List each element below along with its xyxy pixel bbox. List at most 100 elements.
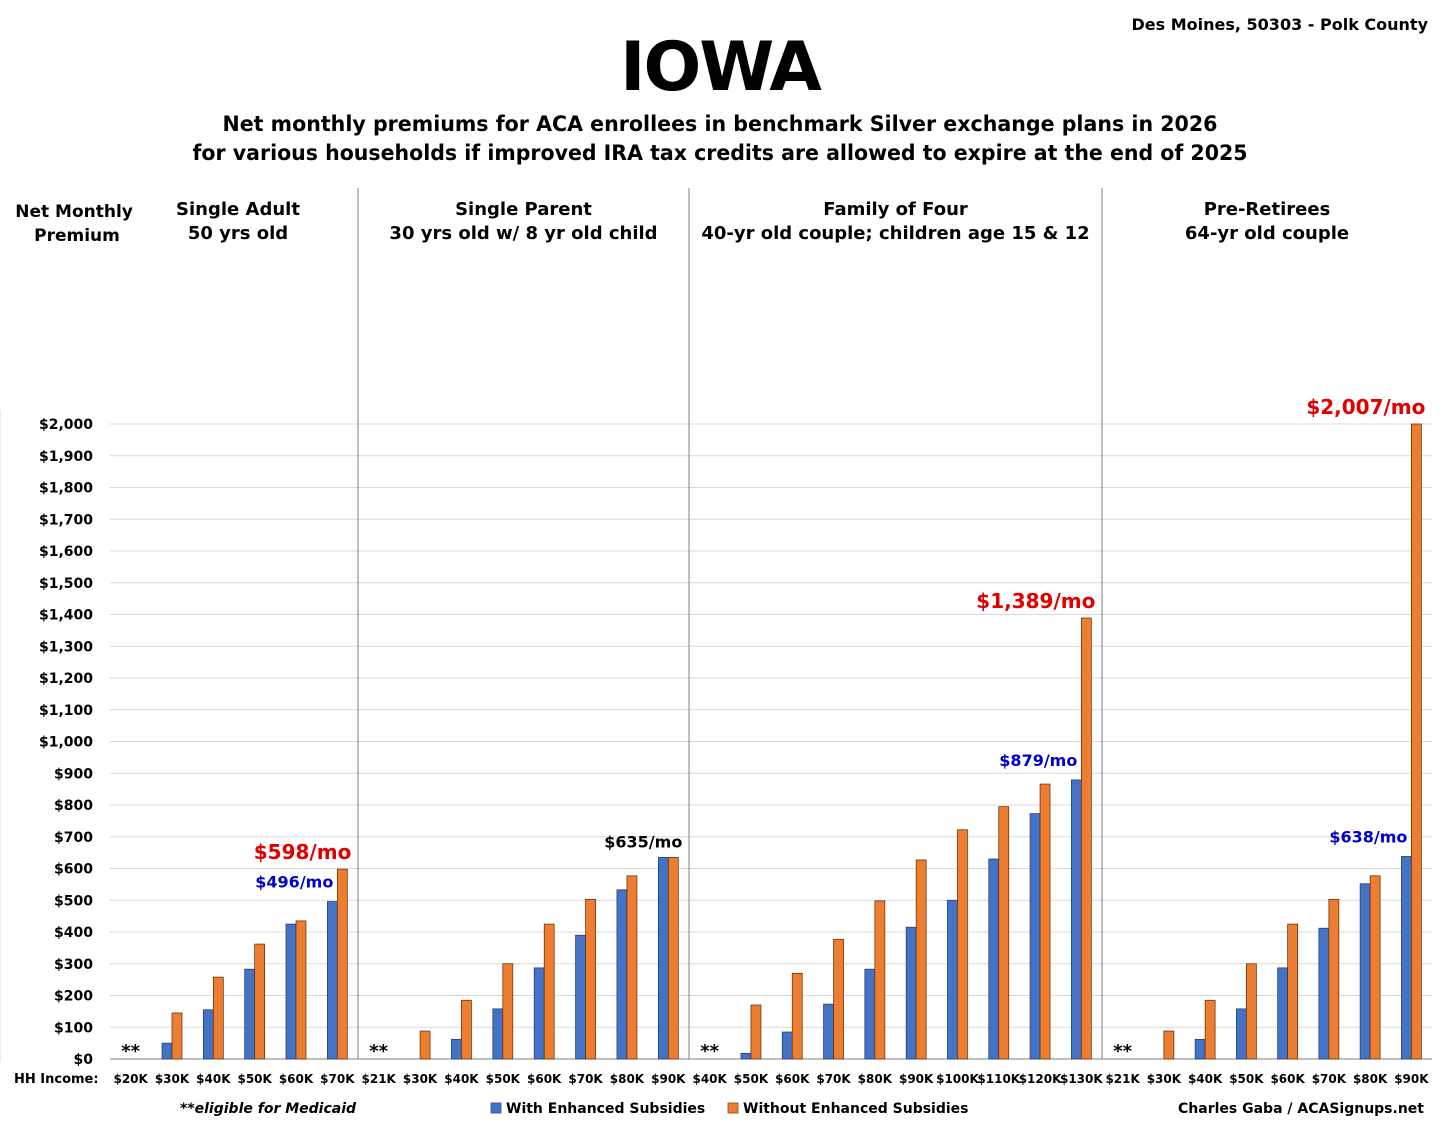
bar-with-subsidies bbox=[988, 858, 1000, 1060]
y-tick-label: $400 bbox=[54, 925, 93, 941]
medicaid-marker: ** bbox=[121, 1041, 140, 1062]
bar-without-subsidies bbox=[1287, 923, 1298, 1060]
y-tick-label: $1,700 bbox=[39, 512, 93, 528]
y-axis-title: Net Monthly Premium bbox=[15, 202, 139, 246]
legend-swatch-with bbox=[490, 1102, 502, 1114]
bar-without-subsidies bbox=[1369, 875, 1381, 1060]
bar-without-subsidies bbox=[336, 868, 348, 1060]
bar-without-subsidies bbox=[461, 999, 472, 1060]
labels: $0 $100 $200 $300 $400 $500 $600 $700 $800 $900 $1… bbox=[39, 199, 1429, 1086]
bar-without-subsidies bbox=[998, 806, 1010, 1060]
x-tick-label: $20K bbox=[113, 1072, 148, 1086]
bar-without-subsidies bbox=[1204, 999, 1216, 1060]
y-tick-label: $200 bbox=[54, 989, 93, 1005]
bar-without-subsidies bbox=[791, 972, 803, 1060]
bar-with-subsidies bbox=[864, 968, 876, 1060]
bar-with-subsidies bbox=[1236, 1008, 1247, 1060]
x-tick-label: $110K bbox=[977, 1072, 1020, 1086]
bar-without-subsidies bbox=[295, 920, 307, 1060]
x-tick-label: $90K bbox=[899, 1072, 934, 1086]
bar-with-subsidies bbox=[740, 1052, 752, 1060]
bar-with-subsidies bbox=[905, 926, 917, 1060]
medicaid-note: **eligible for Medicaid bbox=[180, 1101, 357, 1117]
y-tick-label: $1,900 bbox=[39, 449, 93, 465]
group-title: Single Parent bbox=[455, 199, 592, 220]
x-tick-label: $80K bbox=[1353, 1072, 1388, 1086]
bar-without-subsidies bbox=[1039, 783, 1051, 1060]
bar-with-subsidies bbox=[1277, 967, 1288, 1060]
bar-with-subsidies bbox=[1194, 1038, 1206, 1060]
bar-with-subsidies bbox=[781, 1031, 793, 1060]
bar-without-subsidies bbox=[915, 859, 927, 1060]
legend-swatch-without bbox=[727, 1102, 739, 1114]
y-tick-label: $600 bbox=[54, 862, 93, 878]
bar-without-subsidies bbox=[171, 1012, 183, 1060]
x-tick-label: $30K bbox=[1147, 1072, 1182, 1086]
y-tick-label: $800 bbox=[54, 798, 93, 814]
y-tick-label: $1,000 bbox=[39, 735, 93, 751]
bar-with-subsidies bbox=[1318, 927, 1330, 1060]
x-tick-label: $130K bbox=[1060, 1072, 1103, 1086]
bar-with-subsidies bbox=[1029, 813, 1041, 1060]
medicaid-marker: ** bbox=[369, 1041, 388, 1062]
bar-without-subsidies bbox=[957, 829, 968, 1060]
x-tick-label: $30K bbox=[403, 1072, 438, 1086]
bar-value-label: $496/mo bbox=[255, 873, 333, 892]
bar-without-subsidies bbox=[543, 923, 555, 1060]
bar-without-subsidies bbox=[1080, 617, 1092, 1060]
y-tick-label: $1,500 bbox=[39, 576, 93, 592]
bar-value-label: $879/mo bbox=[999, 751, 1077, 770]
bar-without-subsidies bbox=[1246, 963, 1257, 1060]
bar-with-subsidies bbox=[202, 1009, 214, 1060]
gridlines bbox=[0, 410, 1432, 1062]
bar-without-subsidies bbox=[750, 1004, 762, 1060]
bar-without-subsidies bbox=[874, 900, 886, 1060]
bar-with-subsidies bbox=[326, 901, 338, 1060]
bar-without-subsidies bbox=[212, 976, 224, 1060]
bar-with-subsidies bbox=[1359, 883, 1371, 1060]
x-tick-label: $60K bbox=[775, 1072, 810, 1086]
bar-with-subsidies bbox=[533, 967, 545, 1060]
x-tick-label: $80K bbox=[858, 1072, 893, 1086]
x-tick-label: $70K bbox=[320, 1072, 355, 1086]
y-tick-label: $1,100 bbox=[39, 703, 93, 719]
x-tick-label: $120K bbox=[1019, 1072, 1062, 1086]
bar-without-subsidies bbox=[833, 938, 844, 1060]
bar-with-subsidies bbox=[947, 899, 958, 1060]
x-tick-label: $60K bbox=[527, 1072, 562, 1086]
y-tick-label: $100 bbox=[54, 1020, 93, 1036]
bar-with-subsidies bbox=[657, 857, 669, 1060]
medicaid-marker: ** bbox=[1113, 1041, 1132, 1062]
bar-with-subsidies bbox=[823, 1003, 834, 1060]
x-tick-label: $70K bbox=[1312, 1072, 1347, 1086]
legend-label-with: With Enhanced Subsidies bbox=[506, 1101, 705, 1117]
group-dividers bbox=[357, 188, 1103, 1059]
bar-with-subsidies bbox=[244, 968, 256, 1060]
group-subtitle: 40-yr old couple; children age 15 & 12 bbox=[701, 223, 1089, 244]
y-tick-label: $1,300 bbox=[39, 639, 93, 655]
y-tick-label: $1,800 bbox=[39, 481, 93, 497]
chart-subtitle-line2: for various households if improved IRA t… bbox=[193, 141, 1248, 165]
location-label: Des Moines, 50303 - Polk County bbox=[1132, 15, 1429, 34]
y-tick-label: $500 bbox=[54, 893, 93, 909]
y-tick-label: $1,600 bbox=[39, 544, 93, 560]
bar-without-subsidies bbox=[1163, 1030, 1175, 1060]
bar-with-subsidies bbox=[616, 889, 628, 1060]
y-tick-label: $700 bbox=[54, 830, 93, 846]
group-subtitle: 50 yrs old bbox=[188, 223, 288, 244]
bar-with-subsidies bbox=[575, 934, 586, 1060]
bar-with-subsidies bbox=[492, 1008, 504, 1060]
bar-value-label: $638/mo bbox=[1329, 827, 1407, 846]
x-tick-label: $60K bbox=[279, 1072, 314, 1086]
y-tick-label: $1,400 bbox=[39, 608, 93, 624]
y-tick-label: $0 bbox=[74, 1052, 94, 1068]
bar-without-subsidies bbox=[626, 875, 638, 1060]
y-tick-label: $1,200 bbox=[39, 671, 93, 687]
x-tick-label: $50K bbox=[1229, 1072, 1264, 1086]
y-tick-label: $300 bbox=[54, 957, 93, 973]
x-tick-label: $21K bbox=[1105, 1072, 1140, 1086]
x-tick-label: $40K bbox=[444, 1072, 479, 1086]
bar-with-subsidies bbox=[1401, 856, 1412, 1060]
bar-value-label: $598/mo bbox=[254, 840, 352, 864]
